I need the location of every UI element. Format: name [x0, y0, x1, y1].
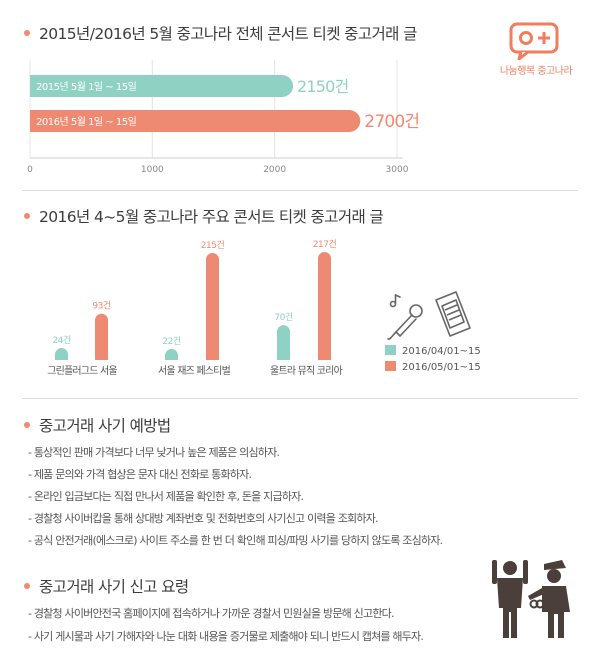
bullet-dot-icon	[24, 29, 30, 36]
bar-value-label: 2150건	[297, 77, 349, 96]
bar	[318, 252, 331, 360]
category-label: 그린플러그드 서울	[47, 365, 117, 377]
legend-label: 2016/04/01~15	[402, 346, 481, 357]
x-tick-label: 0	[27, 165, 33, 175]
divider	[22, 190, 578, 191]
bar-category-label: 2016년 5월 1일 ~ 15일	[36, 116, 137, 128]
ticket-icon	[435, 291, 471, 337]
section1-title-text: 2015년/2016년 5월 중고나라 전체 콘서트 티켓 중고거래 글	[39, 25, 417, 43]
section1-title: 2015년/2016년 5월 중고나라 전체 콘서트 티켓 중고거래 글	[24, 22, 417, 44]
section3-title: 중고거래 사기 예방법	[24, 414, 171, 436]
bullet-dot-icon	[24, 421, 30, 428]
category-label: 서울 재즈 페스티벌	[158, 365, 231, 377]
bar-value-label: 22건	[162, 336, 180, 347]
prevention-tip: - 경찰청 사이버캅을 통해 상대방 계좌번호 및 전화번호의 사기신고 이력을…	[28, 512, 379, 525]
category-label: 울트라 뮤직 코리아	[270, 365, 343, 377]
prevention-tip: - 공식 안전거래(에스크로) 사이트 주소를 한 번 더 확인해 피싱/파밍 …	[28, 534, 443, 547]
police-arrest-icon	[492, 560, 570, 638]
section4-title: 중고거래 사기 신고 요령	[24, 575, 189, 597]
speech-bubble-plus-icon	[509, 22, 559, 60]
report-tip: - 사기 게시물과 사기 가해자와 나눈 대화 내용을 증거물로 제출해야 되니…	[28, 630, 424, 643]
legend-swatch	[385, 361, 396, 371]
bar	[55, 348, 68, 360]
bar	[30, 110, 361, 132]
bar-value-label: 215건	[201, 240, 225, 251]
x-tick-label: 1000	[141, 165, 164, 175]
bar-value-label: 217건	[313, 239, 337, 250]
divider	[22, 398, 578, 399]
bar	[277, 325, 290, 360]
microphone-icon	[387, 294, 423, 340]
total-ticket-bar-chart: 0 1000 2000 3000 2015년 5월 1일 ~ 15일 2150건 2016년…	[27, 60, 420, 175]
report-tip: - 경찰청 사이버안전국 홈페이지에 접속하거나 가까운 경찰서 민원실을 방문…	[28, 607, 394, 620]
bullet-dot-icon	[24, 212, 30, 219]
x-tick-label: 3000	[386, 165, 409, 175]
bar-value-label: 93건	[92, 301, 110, 312]
bar	[30, 75, 294, 97]
section2-title: 2016년 4~5월 중고나라 주요 콘서트 티켓 중고거래 글	[24, 205, 384, 227]
bar	[95, 313, 108, 360]
section2-title-text: 2016년 4~5월 중고나라 주요 콘서트 티켓 중고거래 글	[39, 208, 384, 226]
bar-value-label: 2700건	[364, 112, 419, 132]
bar-value-label: 70건	[274, 312, 292, 323]
bar	[206, 252, 219, 360]
bar-category-label: 2015년 5월 1일 ~ 15일	[36, 81, 137, 93]
section3-title-text: 중고거래 사기 예방법	[39, 417, 171, 435]
bar	[165, 349, 178, 360]
legend-label: 2016/05/01~15	[402, 362, 481, 373]
bullet-dot-icon	[24, 582, 30, 589]
prevention-tip: - 온라인 입금보다는 직접 만나서 제품을 확인한 후, 돈을 지급하자.	[28, 490, 304, 503]
prevention-tip: - 제품 문의와 가격 협상은 문자 대신 전화로 통화하자.	[28, 468, 252, 481]
bar-value-label: 24건	[52, 335, 70, 346]
logo-text: 나눔행복 중고나라	[499, 66, 573, 77]
legend-swatch	[385, 345, 396, 355]
section4-title-text: 중고거래 사기 신고 요령	[39, 578, 189, 596]
prevention-tip: - 통상적인 판매 가격보다 너무 낮거나 높은 제품은 의심하자.	[28, 446, 280, 459]
x-tick-label: 2000	[263, 165, 286, 175]
